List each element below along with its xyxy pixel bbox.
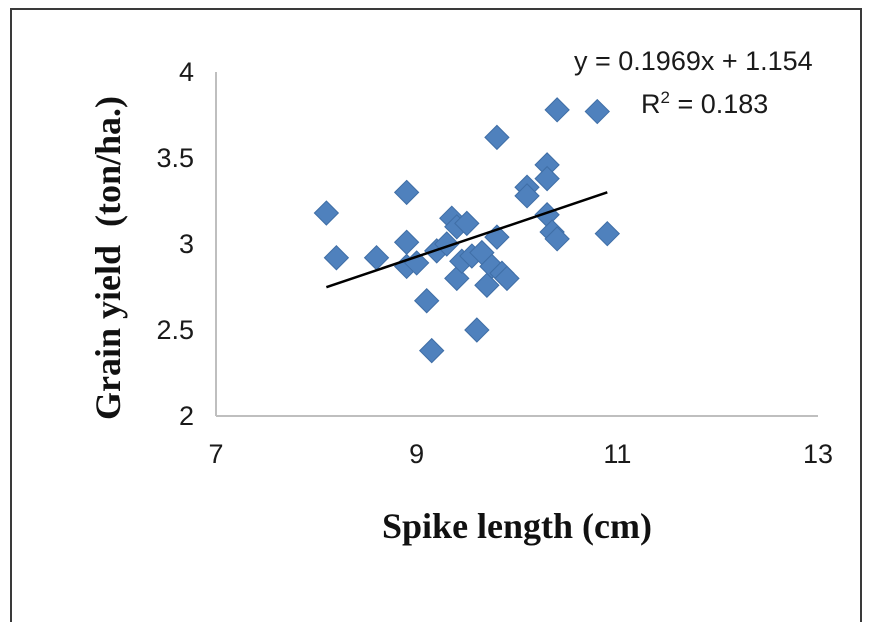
x-tick-label: 7 (208, 439, 223, 469)
x-tick-label: 11 (603, 439, 631, 469)
x-tick-label: 9 (409, 439, 424, 469)
data-point (434, 231, 460, 257)
y-tick-labels: 2 2.5 3 3.5 4 (156, 57, 194, 431)
chart-frame (10, 8, 862, 622)
data-point (584, 98, 610, 125)
x-tick-labels: 7 9 11 13 (208, 439, 833, 469)
x-axis-title: Spike length (cm) (382, 506, 652, 546)
y-tick-label: 3.5 (156, 143, 194, 173)
data-point (484, 124, 510, 151)
data-point (323, 245, 350, 271)
r-squared-superscript: 2 (661, 88, 670, 107)
y-tick-label: 2 (179, 401, 194, 431)
data-point (393, 179, 420, 206)
trendline (325, 191, 608, 289)
y-tick-label: 3 (179, 229, 194, 259)
data-point (464, 317, 490, 343)
r-squared-value: = 0.183 (670, 89, 768, 119)
data-point (313, 200, 340, 226)
data-point (413, 288, 440, 314)
data-point (454, 210, 480, 237)
data-point (544, 97, 570, 123)
data-point (393, 229, 420, 255)
y-tick-label: 2.5 (156, 315, 194, 345)
r-squared-label: R2 = 0.183 (641, 88, 768, 119)
data-point (419, 337, 445, 364)
data-point (514, 183, 540, 209)
x-tick-label: 13 (803, 439, 833, 469)
data-point (594, 220, 621, 247)
r-squared-prefix: R (641, 89, 661, 119)
y-tick-label: 4 (179, 57, 194, 87)
trendline-equation: y = 0.1969x + 1.154 (574, 46, 813, 76)
data-point (474, 272, 500, 298)
data-points (313, 97, 621, 364)
data-point (534, 165, 560, 192)
data-point (494, 265, 520, 292)
y-axis-title: Grain yield (ton/ha.) (88, 96, 128, 420)
data-point (544, 226, 570, 252)
